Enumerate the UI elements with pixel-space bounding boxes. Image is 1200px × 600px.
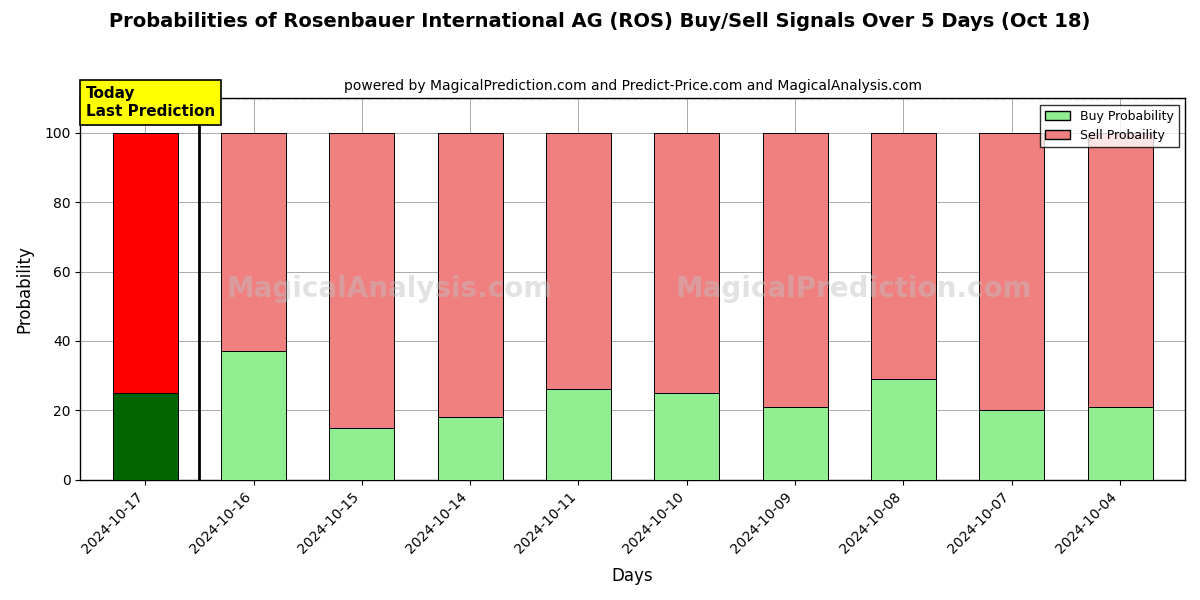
Bar xyxy=(1087,407,1152,479)
Text: MagicalPrediction.com: MagicalPrediction.com xyxy=(676,275,1032,303)
Bar xyxy=(113,393,178,479)
Y-axis label: Probability: Probability xyxy=(14,245,32,333)
Bar xyxy=(438,133,503,417)
Bar xyxy=(762,407,828,479)
Bar xyxy=(762,133,828,407)
X-axis label: Days: Days xyxy=(612,567,654,585)
Bar xyxy=(979,410,1044,479)
Title: powered by MagicalPrediction.com and Predict-Price.com and MagicalAnalysis.com: powered by MagicalPrediction.com and Pre… xyxy=(343,79,922,93)
Bar xyxy=(438,417,503,479)
Text: Today
Last Prediction: Today Last Prediction xyxy=(85,86,215,119)
Bar xyxy=(221,133,286,352)
Bar xyxy=(546,133,611,389)
Legend: Buy Probability, Sell Probaility: Buy Probability, Sell Probaility xyxy=(1040,104,1178,147)
Bar xyxy=(221,352,286,479)
Text: Probabilities of Rosenbauer International AG (ROS) Buy/Sell Signals Over 5 Days : Probabilities of Rosenbauer Internationa… xyxy=(109,12,1091,31)
Bar xyxy=(1087,133,1152,407)
Bar xyxy=(871,379,936,479)
Bar xyxy=(329,133,395,428)
Bar xyxy=(329,428,395,479)
Bar xyxy=(871,133,936,379)
Bar xyxy=(654,393,719,479)
Bar xyxy=(546,389,611,479)
Bar xyxy=(113,133,178,393)
Bar xyxy=(979,133,1044,410)
Bar xyxy=(654,133,719,393)
Text: MagicalAnalysis.com: MagicalAnalysis.com xyxy=(227,275,553,303)
